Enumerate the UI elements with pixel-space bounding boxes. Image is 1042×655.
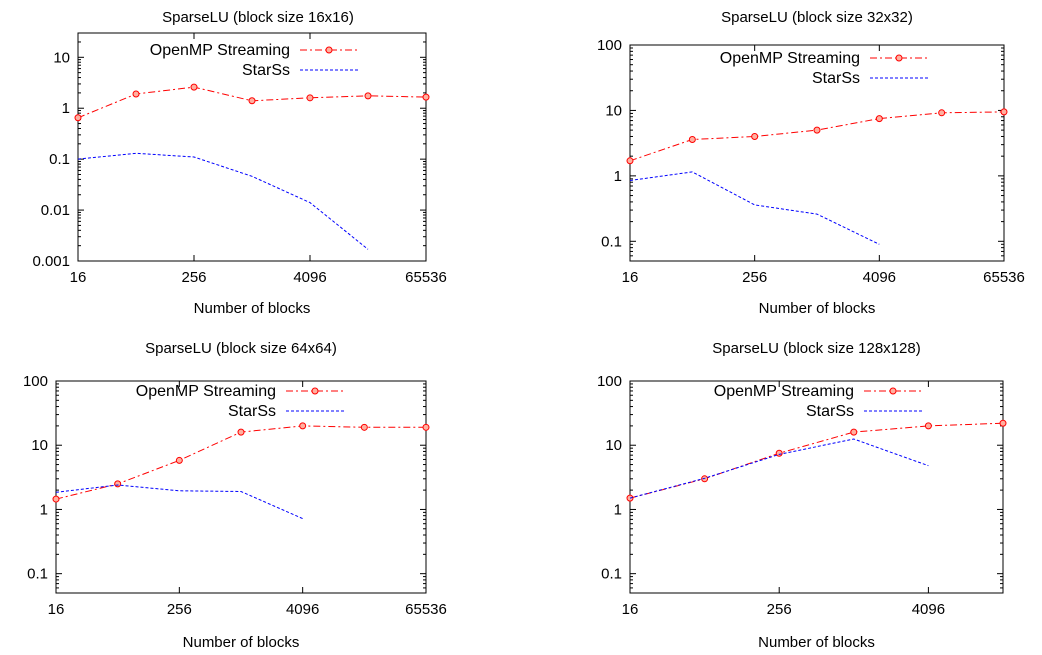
y-tick-label: 10 <box>53 49 70 66</box>
legend-label: StarSs <box>812 70 860 87</box>
series-line-1 <box>630 112 1004 161</box>
legend-marker <box>312 388 318 394</box>
data-point <box>1001 109 1007 115</box>
data-point <box>249 98 255 104</box>
data-point <box>689 136 695 142</box>
x-axis-label: Number of blocks <box>758 634 875 651</box>
x-tick-label: 256 <box>767 601 792 618</box>
x-tick-label: 65536 <box>405 601 447 618</box>
legend-marker <box>890 388 896 394</box>
chart-title: SparseLU (block size 128x128) <box>712 340 920 357</box>
data-point <box>851 429 857 435</box>
data-point <box>115 481 121 487</box>
data-point <box>1000 420 1006 426</box>
data-point <box>307 95 313 101</box>
chart-panel-4: SparseLU (block size 128x128) 16 256 4096 0.… <box>597 340 1006 651</box>
x-tick-label: 256 <box>181 269 206 286</box>
y-tick-label: 10 <box>31 437 48 454</box>
y-tick-label: 0.01 <box>41 202 70 219</box>
x-tick-label: 16 <box>48 601 65 618</box>
y-tick-label: 1 <box>40 501 48 518</box>
data-point <box>75 115 81 121</box>
y-tick-label: 100 <box>23 373 48 390</box>
data-point <box>627 495 633 501</box>
series-line-2 <box>630 172 879 244</box>
series-line-2 <box>78 153 368 249</box>
series-line-1 <box>630 423 1003 498</box>
y-tick-label: 0.1 <box>601 233 622 250</box>
data-point <box>925 423 931 429</box>
legend-label: StarSs <box>228 403 276 420</box>
x-axis-label: Number of blocks <box>759 300 876 317</box>
legend-label: OpenMP Streaming <box>150 42 290 59</box>
y-tick-label: 0.1 <box>27 566 48 583</box>
x-axis-label: Number of blocks <box>194 300 311 317</box>
legend-label: OpenMP Streaming <box>720 50 860 67</box>
data-point <box>814 127 820 133</box>
x-tick-label: 65536 <box>405 269 447 286</box>
x-tick-label: 4096 <box>912 601 945 618</box>
x-tick-label: 16 <box>622 269 639 286</box>
x-tick-label: 4096 <box>286 601 319 618</box>
series-line-1 <box>56 426 426 499</box>
series-line-2 <box>56 485 303 519</box>
x-tick-label: 256 <box>742 269 767 286</box>
y-tick-label: 0.001 <box>32 253 70 270</box>
chart-panel-2: SparseLU (block size 32x32) 16 256 4096 6553… <box>597 9 1025 317</box>
data-point <box>776 450 782 456</box>
data-point <box>423 424 429 430</box>
y-tick-label: 1 <box>614 168 622 185</box>
chart-title: SparseLU (block size 16x16) <box>162 9 354 26</box>
legend-label: OpenMP Streaming <box>714 383 854 400</box>
data-point <box>300 423 306 429</box>
x-axis-label: Number of blocks <box>183 634 300 651</box>
y-tick-label: 100 <box>597 373 622 390</box>
data-point <box>361 424 367 430</box>
data-point <box>238 429 244 435</box>
data-point <box>365 93 371 99</box>
x-tick-label: 4096 <box>293 269 326 286</box>
legend-marker <box>896 55 902 61</box>
legend-label: StarSs <box>242 62 290 79</box>
data-point <box>176 457 182 463</box>
x-tick-label: 4096 <box>863 269 896 286</box>
chart-title: SparseLU (block size 64x64) <box>145 340 337 357</box>
x-tick-label: 65536 <box>983 269 1025 286</box>
chart-panel-1: SparseLU (block size 16x16) 16 256 4096 6553… <box>32 9 446 317</box>
x-tick-label: 256 <box>167 601 192 618</box>
data-point <box>876 116 882 122</box>
y-tick-label: 1 <box>62 100 70 117</box>
data-point <box>939 110 945 116</box>
x-tick-label: 16 <box>622 601 639 618</box>
x-tick-label: 16 <box>70 269 87 286</box>
legend-label: OpenMP Streaming <box>136 383 276 400</box>
chart-panel-3: SparseLU (block size 64x64) 16 256 4096 6553… <box>23 340 447 651</box>
data-point <box>53 496 59 502</box>
data-point <box>133 91 139 97</box>
y-tick-label: 1 <box>614 501 622 518</box>
data-point <box>191 84 197 90</box>
legend-label: StarSs <box>806 403 854 420</box>
y-tick-label: 0.1 <box>601 566 622 583</box>
y-tick-label: 100 <box>597 37 622 54</box>
y-tick-label: 0.1 <box>49 151 70 168</box>
y-tick-label: 10 <box>605 102 622 119</box>
y-tick-label: 10 <box>605 437 622 454</box>
data-point <box>627 158 633 164</box>
data-point <box>752 133 758 139</box>
chart-title: SparseLU (block size 32x32) <box>721 9 913 26</box>
series-line-2 <box>630 439 928 498</box>
data-point <box>423 94 429 100</box>
legend-marker <box>326 47 332 53</box>
